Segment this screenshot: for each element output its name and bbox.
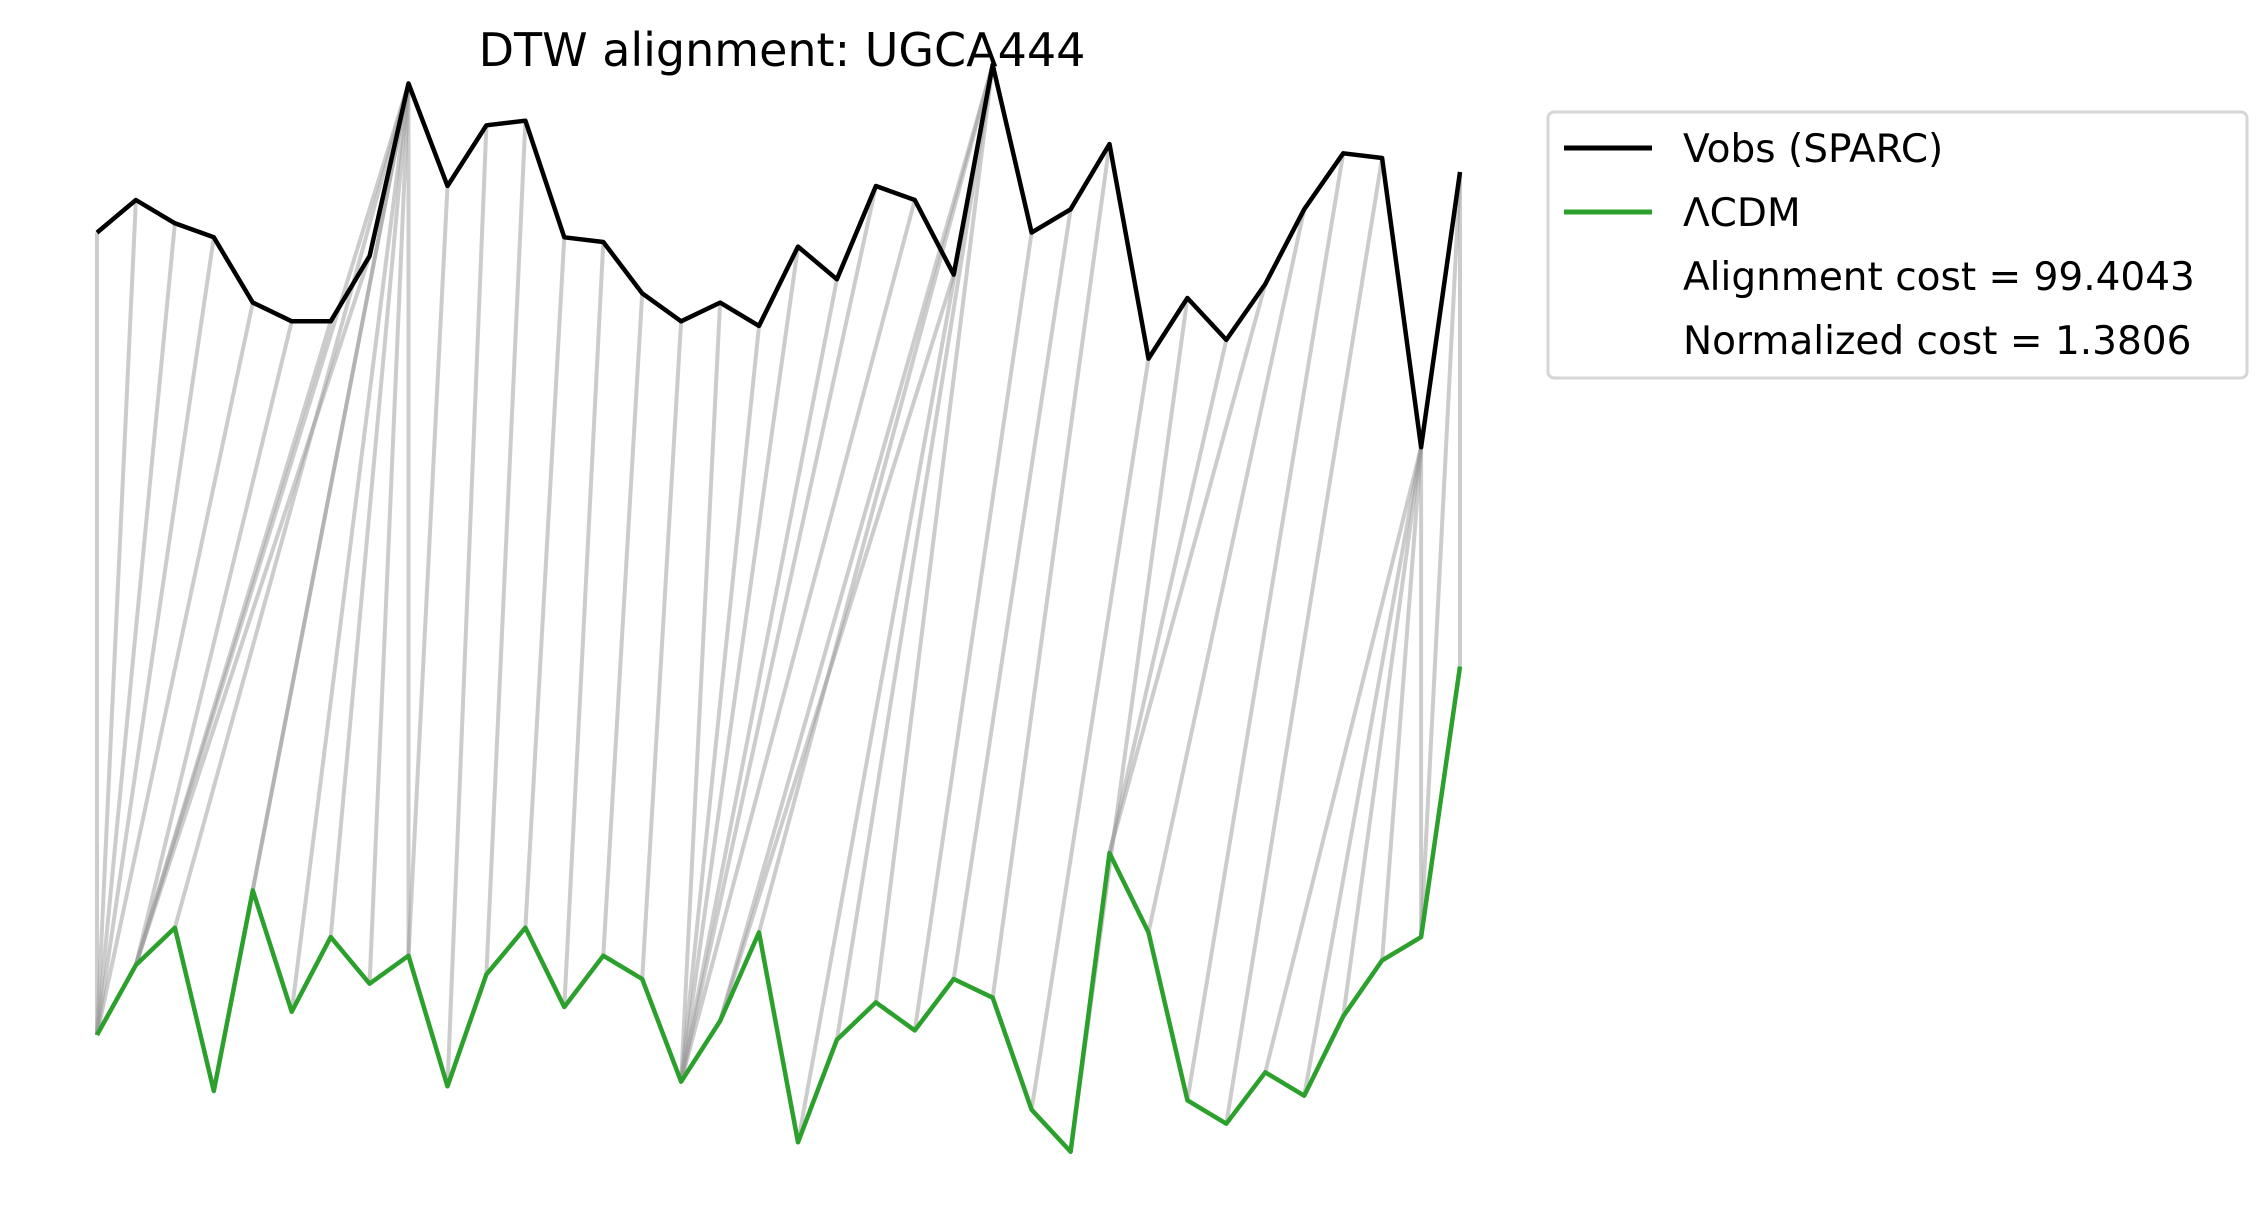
- chart-title: DTW alignment: UGCA444: [479, 23, 1086, 77]
- alignment-line: [679, 246, 800, 1082]
- alignment-line: [718, 64, 995, 1022]
- alignment-line: [367, 83, 411, 984]
- alignment-line: [640, 321, 684, 980]
- alignment-line: [1419, 171, 1462, 938]
- alignment-line: [1107, 283, 1268, 854]
- alignment-line: [484, 120, 528, 975]
- alignment-line: [757, 64, 995, 933]
- alignment-line: [1263, 446, 1424, 1073]
- alignment-line: [406, 185, 450, 956]
- legend-label-lcdm: ΛCDM: [1683, 191, 1801, 236]
- alignment-line: [1302, 446, 1424, 1097]
- alignment-line: [679, 185, 878, 1083]
- alignment-line: [679, 199, 917, 1083]
- alignment-line: [95, 223, 177, 1036]
- alignment-line: [1224, 157, 1385, 1125]
- alignment-line: [95, 302, 255, 1036]
- alignment-line: [134, 255, 372, 966]
- alignment-line: [912, 232, 1034, 1031]
- alignment-line: [1380, 447, 1424, 961]
- alignment-line: [1029, 358, 1151, 1111]
- legend-alignment-cost: Alignment cost = 99.4043: [1683, 255, 2195, 300]
- alignment-line: [133, 320, 294, 966]
- alignment-line: [133, 82, 411, 966]
- alignment-line: [951, 208, 1073, 980]
- alignment-line: [289, 83, 411, 1012]
- legend: Vobs (SPARC) ΛCDM Alignment cost = 99.40…: [1546, 110, 2249, 380]
- alignment-line: [1185, 152, 1346, 1101]
- alignment-line: [562, 241, 606, 1008]
- alignment-line: [834, 64, 995, 1041]
- alignment-line: [172, 82, 411, 929]
- alignment-line: [1107, 339, 1229, 854]
- alignment-line: [95, 237, 216, 1036]
- legend-label-vobs: Vobs (SPARC): [1683, 127, 1943, 172]
- alignment-line: [1341, 446, 1424, 1017]
- alignment-line: [679, 325, 761, 1082]
- alignment-line: [873, 64, 995, 1003]
- legend-frame: [1546, 110, 2249, 380]
- legend-normalized-cost: Normalized cost = 1.3806: [1683, 319, 2191, 364]
- alignment-line: [679, 302, 723, 1082]
- alignment-line: [328, 83, 411, 938]
- alignment-line: [250, 83, 411, 891]
- alignment-line: [95, 199, 138, 1036]
- alignment-line: [1146, 208, 1307, 933]
- series-line-vobs: [95, 62, 1463, 450]
- alignment-line: [990, 143, 1112, 998]
- alignment-line: [523, 237, 567, 928]
- alignment-line: [601, 293, 645, 956]
- alignment-line: [445, 125, 489, 1087]
- series-line-lcdm: [95, 666, 1463, 1154]
- alignment-line: [679, 278, 839, 1083]
